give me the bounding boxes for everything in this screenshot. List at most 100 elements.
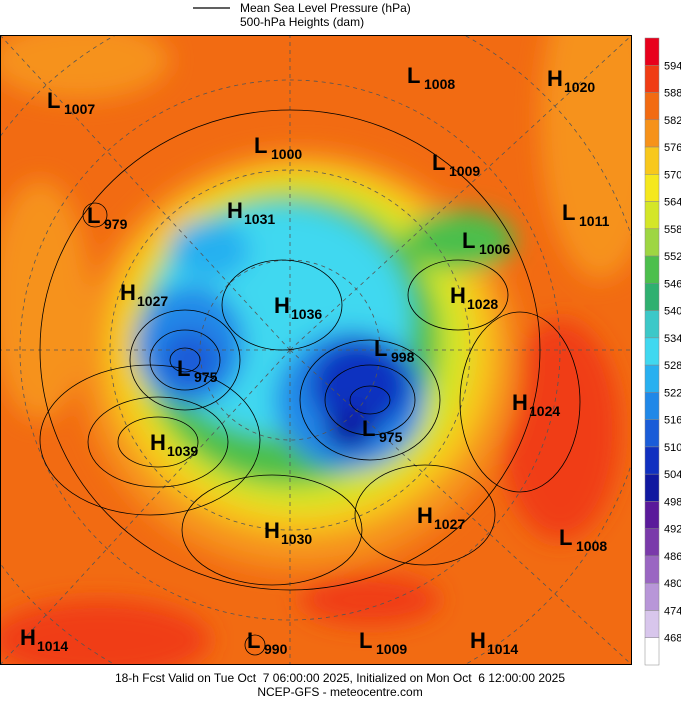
center-value: 1007: [64, 101, 95, 117]
colorbar-tick-label: 576: [664, 142, 681, 154]
center-value: 1027: [434, 516, 465, 532]
color-swatch: [644, 228, 660, 257]
center-type: L: [177, 356, 190, 381]
center-type: L: [87, 203, 100, 228]
colorbar-tick-label: 522: [664, 387, 681, 399]
center-type: H: [512, 390, 528, 415]
center-value: 1014: [37, 638, 68, 654]
colorbar-tick-label: 546: [664, 278, 681, 290]
center-value: 1027: [137, 293, 168, 309]
center-value: 1011: [579, 213, 610, 229]
center-value: 1006: [479, 241, 510, 257]
isobars: [39, 109, 581, 656]
center-value: 1039: [167, 443, 198, 459]
map-frame: [0, 35, 632, 665]
colorbar-tick-label: 528: [664, 360, 681, 372]
color-swatch: [644, 610, 660, 638]
color-swatch: [644, 392, 660, 420]
center-value: 1020: [564, 79, 595, 95]
color-swatch: [644, 283, 660, 311]
center-value: 1024: [529, 403, 560, 419]
color-swatch: [644, 555, 660, 584]
colorbar-tick-label: 552: [664, 251, 681, 263]
footer-valid: 18-h Fcst Valid on Tue Oct 7 06:00:00 20…: [115, 671, 565, 685]
color-swatch: [644, 582, 660, 611]
color-swatch: [644, 446, 660, 475]
legend-line-label: Mean Sea Level Pressure (hPa): [240, 1, 411, 15]
color-swatch: [644, 310, 660, 339]
colorbar-tick-label: 516: [664, 415, 681, 427]
color-swatch: [644, 201, 660, 230]
color-swatch: [644, 146, 660, 175]
color-swatch: [644, 65, 660, 93]
colorbar: 594 588 582 576 570 564 558 552 546 540 534 528 522 5…: [644, 37, 681, 666]
center-value: 975: [194, 369, 218, 385]
center-type: H: [450, 283, 466, 308]
footer-source: NCEP-GFS - meteocentre.com: [257, 685, 422, 699]
center-type: L: [374, 336, 387, 361]
color-swatch: [644, 473, 660, 502]
color-swatch: [644, 119, 660, 148]
center-type: H: [120, 280, 136, 305]
colorbar-tick-label: 588: [664, 88, 681, 100]
center-value: 990: [264, 641, 288, 657]
colorbar-tick-label: 534: [664, 333, 681, 345]
colorbar-tick-label: 468: [664, 633, 681, 645]
center-type: L: [407, 63, 420, 88]
center-type: L: [359, 628, 372, 653]
colorbar-tick-label: 480: [664, 578, 681, 590]
color-swatch: [644, 501, 660, 529]
colorbar-tick-label: 510: [664, 442, 681, 454]
color-swatch: [644, 337, 660, 366]
center-type: L: [462, 228, 475, 253]
center-type: L: [247, 628, 260, 653]
center-value: 998: [391, 349, 415, 365]
colorbar-tick-label: 498: [664, 496, 681, 508]
colorbar-tick-label: 474: [664, 605, 681, 617]
colorbar-tick-label: 582: [664, 115, 681, 127]
color-swatch: [644, 255, 660, 284]
center-value: 975: [379, 429, 403, 445]
center-type: H: [227, 198, 243, 223]
center-type: L: [254, 133, 267, 158]
color-swatch: [644, 174, 660, 202]
center-value: 1014: [487, 641, 518, 657]
center-value: 1028: [467, 296, 498, 312]
center-value: 1009: [376, 641, 407, 657]
colorbar-tick-label: 558: [664, 224, 681, 236]
color-swatch: [644, 364, 660, 393]
colorbar-tick-label: 564: [664, 197, 681, 209]
colorbar-tick-label: 594: [664, 60, 681, 72]
colorbar-tick-label: 570: [664, 169, 681, 181]
center-type: H: [274, 293, 290, 318]
center-value: 979: [104, 216, 128, 232]
color-swatch: [644, 637, 660, 666]
center-type: L: [362, 416, 375, 441]
center-type: L: [432, 150, 445, 175]
center-type: H: [264, 518, 280, 543]
center-type: L: [562, 200, 575, 225]
color-swatch: [644, 92, 660, 121]
center-type: L: [559, 525, 572, 550]
center-type: H: [417, 503, 433, 528]
graticule: [0, 35, 632, 665]
color-swatch: [644, 528, 660, 557]
colorbar-tick-label: 504: [664, 469, 681, 481]
center-value: 1008: [424, 76, 455, 92]
colorbar-tick-label: 540: [664, 306, 681, 318]
center-value: 1031: [244, 211, 275, 227]
center-value: 1000: [271, 146, 302, 162]
center-type: L: [47, 88, 60, 113]
colorbar-tick-label: 492: [664, 524, 681, 536]
center-value: 1030: [281, 531, 312, 547]
color-swatch: [644, 37, 660, 66]
color-swatch: [644, 419, 660, 448]
legend-fill-label: 500-hPa Heights (dam): [240, 15, 364, 29]
center-type: H: [547, 66, 563, 91]
center-type: H: [150, 430, 166, 455]
center-value: 1009: [449, 163, 480, 179]
colorbar-tick-label: 486: [664, 551, 681, 563]
